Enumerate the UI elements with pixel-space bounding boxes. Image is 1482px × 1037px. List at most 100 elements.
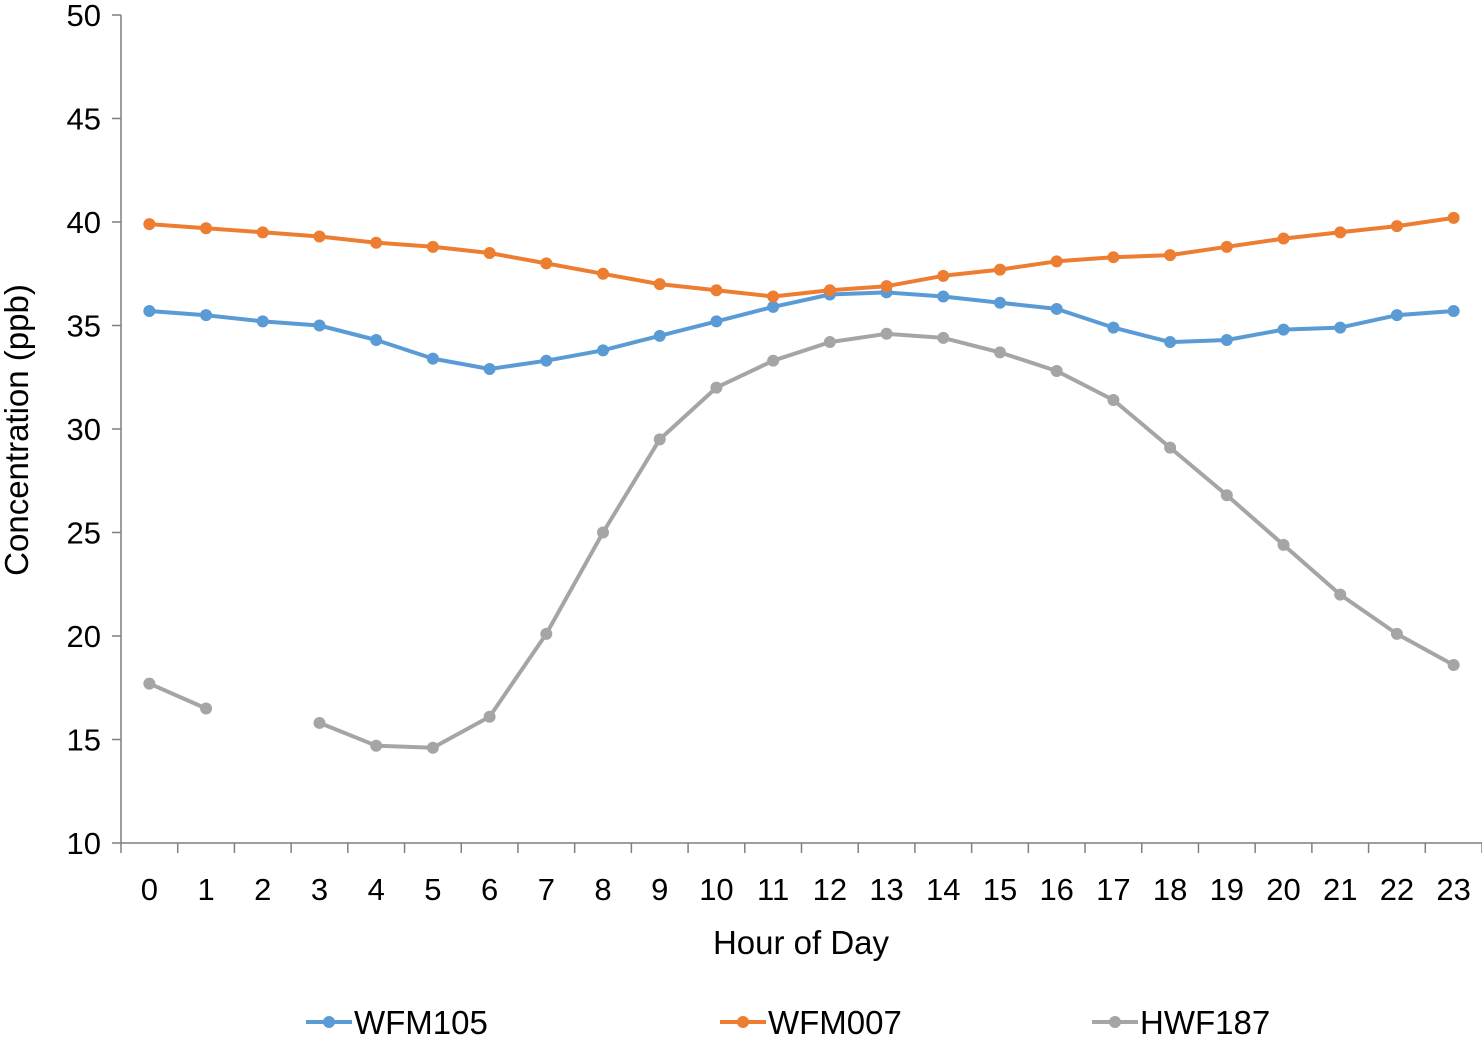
- data-point: [483, 362, 496, 375]
- data-point: [370, 739, 383, 752]
- x-tick-label: 1: [197, 872, 214, 907]
- data-point: [200, 309, 213, 322]
- x-tick-label: 19: [1210, 872, 1244, 907]
- x-tick-label: 8: [594, 872, 611, 907]
- chart-axes: [120, 15, 1482, 844]
- series-line-wfm105: [147, 290, 1456, 371]
- series-layer: [143, 211, 1460, 754]
- data-point: [710, 315, 723, 328]
- data-point: [1390, 220, 1403, 233]
- x-tick-label: 10: [699, 872, 733, 907]
- data-point: [1277, 323, 1290, 336]
- data-point: [1334, 226, 1347, 239]
- x-tick-label: 11: [757, 872, 789, 907]
- x-tick-label: 2: [254, 872, 271, 907]
- data-point: [370, 236, 383, 249]
- x-tick-label: 15: [983, 872, 1017, 907]
- y-tick-label: 40: [67, 205, 101, 240]
- data-point: [200, 222, 213, 235]
- data-point: [993, 296, 1006, 309]
- data-point: [1390, 309, 1403, 322]
- data-point: [1107, 394, 1120, 407]
- legend-label: WFM007: [768, 1004, 902, 1037]
- data-point: [767, 300, 780, 313]
- x-axis-ticks: 0 1 2 3 4 5 6 7 8 9 10 11 12 13 14 15 16 17 18 19 20 21 22 23: [120, 843, 1482, 907]
- legend-swatch-marker: [323, 1016, 335, 1028]
- data-point: [370, 333, 383, 346]
- y-tick-label: 20: [67, 619, 101, 654]
- data-point: [767, 290, 780, 303]
- data-point: [1447, 658, 1460, 671]
- data-point: [540, 627, 553, 640]
- data-point: [597, 267, 610, 280]
- data-point: [1050, 255, 1063, 268]
- data-point: [1220, 240, 1233, 253]
- data-point: [993, 346, 1006, 359]
- data-point: [823, 336, 836, 349]
- data-point: [937, 269, 950, 282]
- x-tick-label: 9: [651, 872, 668, 907]
- data-point: [313, 319, 326, 332]
- y-tick-label: 35: [67, 309, 101, 344]
- x-tick-label: 3: [311, 872, 328, 907]
- x-tick-label: 17: [1096, 872, 1130, 907]
- series-line-hwf187: [147, 331, 1456, 750]
- x-tick-label: 12: [813, 872, 847, 907]
- y-tick-label: 45: [67, 102, 101, 137]
- data-point: [313, 230, 326, 243]
- data-point: [823, 284, 836, 297]
- data-point: [1107, 321, 1120, 334]
- x-tick-label: 18: [1153, 872, 1187, 907]
- data-point: [653, 278, 666, 291]
- data-point: [1220, 333, 1233, 346]
- data-point: [1050, 365, 1063, 378]
- data-point: [937, 290, 950, 303]
- x-axis-title: Hour of Day: [713, 924, 890, 961]
- data-point: [1334, 588, 1347, 601]
- x-tick-label: 5: [424, 872, 441, 907]
- x-tick-label: 14: [926, 872, 960, 907]
- data-point: [1390, 627, 1403, 640]
- data-point: [653, 329, 666, 342]
- data-point: [143, 305, 156, 318]
- data-point: [1277, 232, 1290, 245]
- data-point: [200, 702, 213, 715]
- y-tick-label: 15: [67, 723, 101, 758]
- legend-item-wfm105: WFM105: [306, 1004, 488, 1037]
- data-point: [313, 716, 326, 729]
- data-point: [426, 240, 439, 253]
- y-axis-title: Concentration (ppb): [0, 284, 35, 576]
- data-point: [1164, 441, 1177, 454]
- data-point: [880, 327, 893, 340]
- data-point: [1447, 211, 1460, 224]
- data-point: [880, 280, 893, 293]
- x-tick-label: 13: [869, 872, 903, 907]
- series-wfm007: [143, 211, 1460, 303]
- data-point: [1050, 302, 1063, 315]
- data-point: [653, 433, 666, 446]
- data-point: [143, 218, 156, 231]
- legend-label: HWF187: [1140, 1004, 1270, 1037]
- data-point: [1334, 321, 1347, 334]
- data-point: [767, 354, 780, 367]
- legend-label: WFM105: [354, 1004, 488, 1037]
- x-tick-label: 0: [141, 872, 158, 907]
- data-point: [1107, 251, 1120, 264]
- chart-legend: WFM105 WFM007 HWF187: [306, 1004, 1270, 1037]
- y-tick-label: 50: [67, 0, 101, 33]
- series-hwf187: [143, 327, 1460, 754]
- data-point: [937, 331, 950, 344]
- data-point: [1447, 305, 1460, 318]
- data-point: [256, 226, 269, 239]
- x-tick-label: 21: [1323, 872, 1357, 907]
- data-point: [426, 741, 439, 754]
- data-point: [1164, 336, 1177, 349]
- series-line-wfm007: [147, 215, 1456, 299]
- data-point: [993, 263, 1006, 276]
- data-point: [540, 257, 553, 270]
- x-tick-label: 6: [481, 872, 498, 907]
- x-tick-label: 7: [538, 872, 555, 907]
- legend-swatch-marker: [1109, 1016, 1121, 1028]
- legend-item-hwf187: HWF187: [1092, 1004, 1270, 1037]
